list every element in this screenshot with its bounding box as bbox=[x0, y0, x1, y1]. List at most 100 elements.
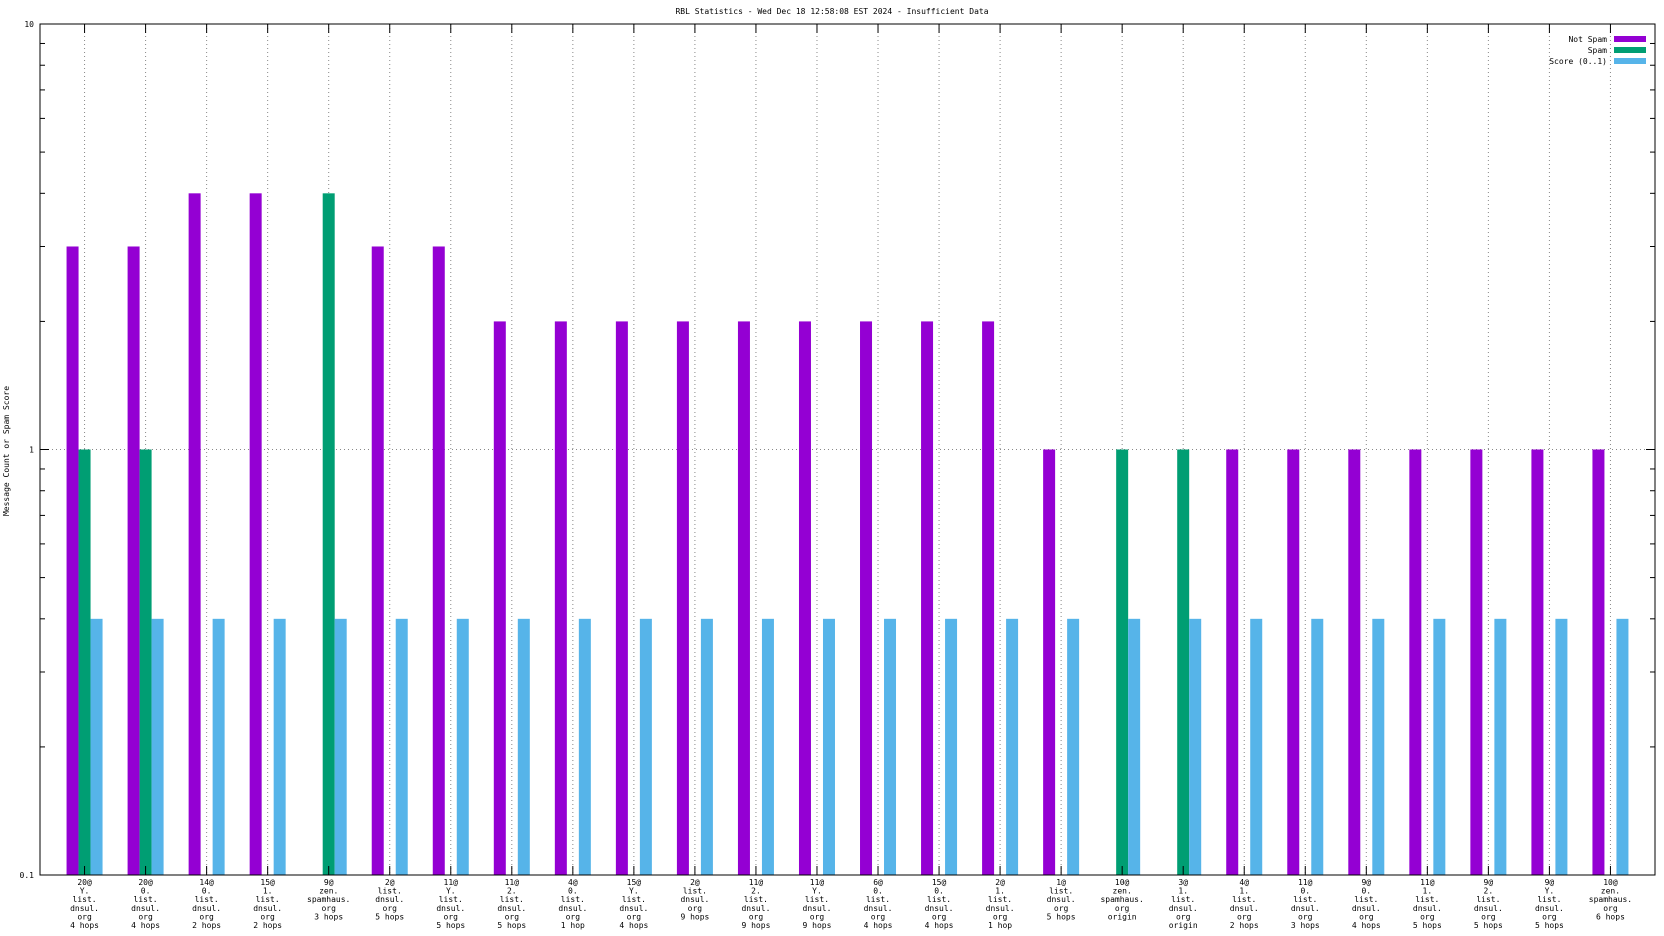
x-tick-label-line: dnsul. bbox=[1474, 904, 1503, 913]
x-tick-label-line: Y. bbox=[80, 887, 90, 896]
x-tick-label-line: 3 hops bbox=[1291, 921, 1320, 930]
x-tick-label-line: list. bbox=[1354, 895, 1378, 904]
x-tick-label-line: 5 hops bbox=[1474, 921, 1503, 930]
x-tick-label-line: dnsul. bbox=[803, 904, 832, 913]
x-tick-label-line: 3 hops bbox=[314, 912, 343, 921]
x-tick-label: 9@ 2. list. dnsul. org 5 hops bbox=[1474, 878, 1503, 930]
x-tick-label-line: dnsul. bbox=[70, 904, 99, 913]
bar-not-spam bbox=[982, 321, 995, 875]
x-tick-label-line: 2. bbox=[1484, 887, 1494, 896]
x-tick-label-line: dnsul. bbox=[1047, 895, 1076, 904]
x-tick-label-line: list. bbox=[1293, 895, 1317, 904]
bar-not-spam bbox=[921, 321, 934, 875]
x-tick-label-line: org bbox=[77, 912, 92, 921]
x-tick-label-line: list. bbox=[744, 895, 768, 904]
x-tick-label-line: zen. bbox=[1113, 887, 1132, 896]
x-tick-label-line: list. bbox=[195, 895, 219, 904]
bar-score-0-1 bbox=[456, 618, 469, 875]
x-tick-label-line: 2 hops bbox=[253, 921, 282, 930]
bar-score-0-1 bbox=[945, 618, 958, 875]
x-tick-label-line: list. bbox=[1476, 895, 1500, 904]
bar-score-0-1 bbox=[639, 618, 652, 875]
bar-score-0-1 bbox=[1433, 618, 1446, 875]
bar-score-0-1 bbox=[1067, 618, 1080, 875]
x-tick-label-line: 5 hops bbox=[436, 921, 465, 930]
x-tick-label-line: dnsul. bbox=[619, 904, 648, 913]
x-tick-label-line: 5 hops bbox=[1047, 912, 1076, 921]
x-tick-label: 11@ 1. list. dnsul. org 5 hops bbox=[1413, 878, 1442, 930]
bar-not-spam bbox=[554, 321, 567, 875]
x-tick-label-line: 2. bbox=[507, 887, 517, 896]
x-tick-label-line: org bbox=[1298, 912, 1313, 921]
x-tick-label-line: origin bbox=[1169, 921, 1198, 930]
x-tick-label-line: 14@ bbox=[199, 878, 214, 887]
x-tick-label-line: org bbox=[810, 912, 825, 921]
x-tick-label: 3@ 1. list. dnsul. org origin bbox=[1169, 878, 1198, 930]
x-tick-label: 15@ 0. list. dnsul. org 4 hops bbox=[925, 878, 954, 930]
bar-spam bbox=[1116, 449, 1129, 875]
chart-title: RBL Statistics - Wed Dec 18 12:58:08 EST… bbox=[675, 7, 988, 16]
bar-not-spam bbox=[1592, 449, 1605, 875]
x-tick-label: 2@ list. dnsul. org 9 hops bbox=[680, 878, 709, 921]
x-tick-label-line: org bbox=[1481, 912, 1496, 921]
x-tick-label-line: 0. bbox=[141, 887, 151, 896]
bar-not-spam bbox=[615, 321, 628, 875]
bar-not-spam bbox=[432, 246, 445, 875]
legend-label: Not Spam bbox=[1568, 35, 1607, 44]
legend-label: Spam bbox=[1588, 46, 1607, 55]
y-tick-label: 10 bbox=[24, 20, 34, 29]
x-tick-label-line: 10@ bbox=[1603, 878, 1618, 887]
x-tick-label: 11@ 0. list. dnsul. org 3 hops bbox=[1291, 878, 1320, 930]
x-tick-label-line: list. bbox=[1232, 895, 1256, 904]
y-axis-label: Message Count or Spam Score bbox=[2, 386, 11, 516]
x-tick-label: 20@ 0. list. dnsul. org 4 hops bbox=[131, 878, 160, 930]
x-tick-label-line: 6 hops bbox=[1596, 912, 1625, 921]
x-tick-label-line: org bbox=[566, 912, 581, 921]
bar-not-spam bbox=[1470, 449, 1483, 875]
x-tick-label: 10@ zen. spamhaus. org 6 hops bbox=[1589, 878, 1632, 921]
x-tick-label: 4@ 1. list. dnsul. org 2 hops bbox=[1230, 878, 1259, 930]
bar-score-0-1 bbox=[1311, 618, 1324, 875]
x-tick-label-line: 9 hops bbox=[680, 912, 709, 921]
x-tick-label-line: org bbox=[505, 912, 520, 921]
x-tick-label-line: 0. bbox=[1300, 887, 1310, 896]
x-tick-label: 11@ Y. list. dnsul. org 9 hops bbox=[803, 878, 832, 930]
x-tick-label-line: zen. bbox=[1601, 887, 1620, 896]
legend-label: Score (0..1) bbox=[1549, 57, 1607, 66]
x-tick-label-line: 1. bbox=[1178, 887, 1188, 896]
x-tick-label: 4@ 0. list. dnsul. org 1 hop bbox=[558, 878, 587, 930]
x-tick-label-line: 3@ bbox=[1178, 878, 1188, 887]
bar-not-spam bbox=[1348, 449, 1361, 875]
x-tick-label: 15@ Y. list. dnsul. org 4 hops bbox=[619, 878, 648, 930]
x-tick-label-line: dnsul. bbox=[1291, 904, 1320, 913]
x-tick-label-line: 4@ bbox=[568, 878, 578, 887]
x-tick-label-line: list. bbox=[866, 895, 890, 904]
x-tick-label-line: list. bbox=[500, 895, 524, 904]
x-tick-label-line: 11@ bbox=[1298, 878, 1313, 887]
x-tick-label-line: Y. bbox=[812, 887, 822, 896]
x-tick-label-line: 1 hop bbox=[561, 921, 585, 930]
x-tick-label-line: 5 hops bbox=[375, 912, 404, 921]
x-tick-label: 9@ zen. spamhaus. org 3 hops bbox=[307, 878, 350, 921]
x-tick-label-line: dnsul. bbox=[925, 904, 954, 913]
x-tick-label-line: dnsul. bbox=[986, 904, 1015, 913]
x-tick-label-line: list. bbox=[256, 895, 280, 904]
x-tick-label-line: 11@ bbox=[749, 878, 764, 887]
x-tick-label-line: list. bbox=[1537, 895, 1561, 904]
x-tick-label-line: org bbox=[1542, 912, 1557, 921]
x-tick-label-line: list. bbox=[378, 887, 402, 896]
x-tick-label-line: 9@ bbox=[1484, 878, 1494, 887]
bar-score-0-1 bbox=[1555, 618, 1568, 875]
bars bbox=[66, 193, 1629, 875]
x-tick-label-line: dnsul. bbox=[558, 904, 587, 913]
x-tick-label-line: spamhaus. bbox=[1100, 895, 1143, 904]
x-tick-label-line: 9 hops bbox=[803, 921, 832, 930]
x-tick-label-line: dnsul. bbox=[1352, 904, 1381, 913]
x-tick-label-line: org bbox=[321, 904, 336, 913]
x-tick-label-line: 11@ bbox=[1420, 878, 1435, 887]
bar-not-spam bbox=[1287, 449, 1300, 875]
bar-score-0-1 bbox=[334, 618, 347, 875]
x-tick-label-line: 11@ bbox=[810, 878, 825, 887]
x-tick-label-line: Y. bbox=[629, 887, 639, 896]
